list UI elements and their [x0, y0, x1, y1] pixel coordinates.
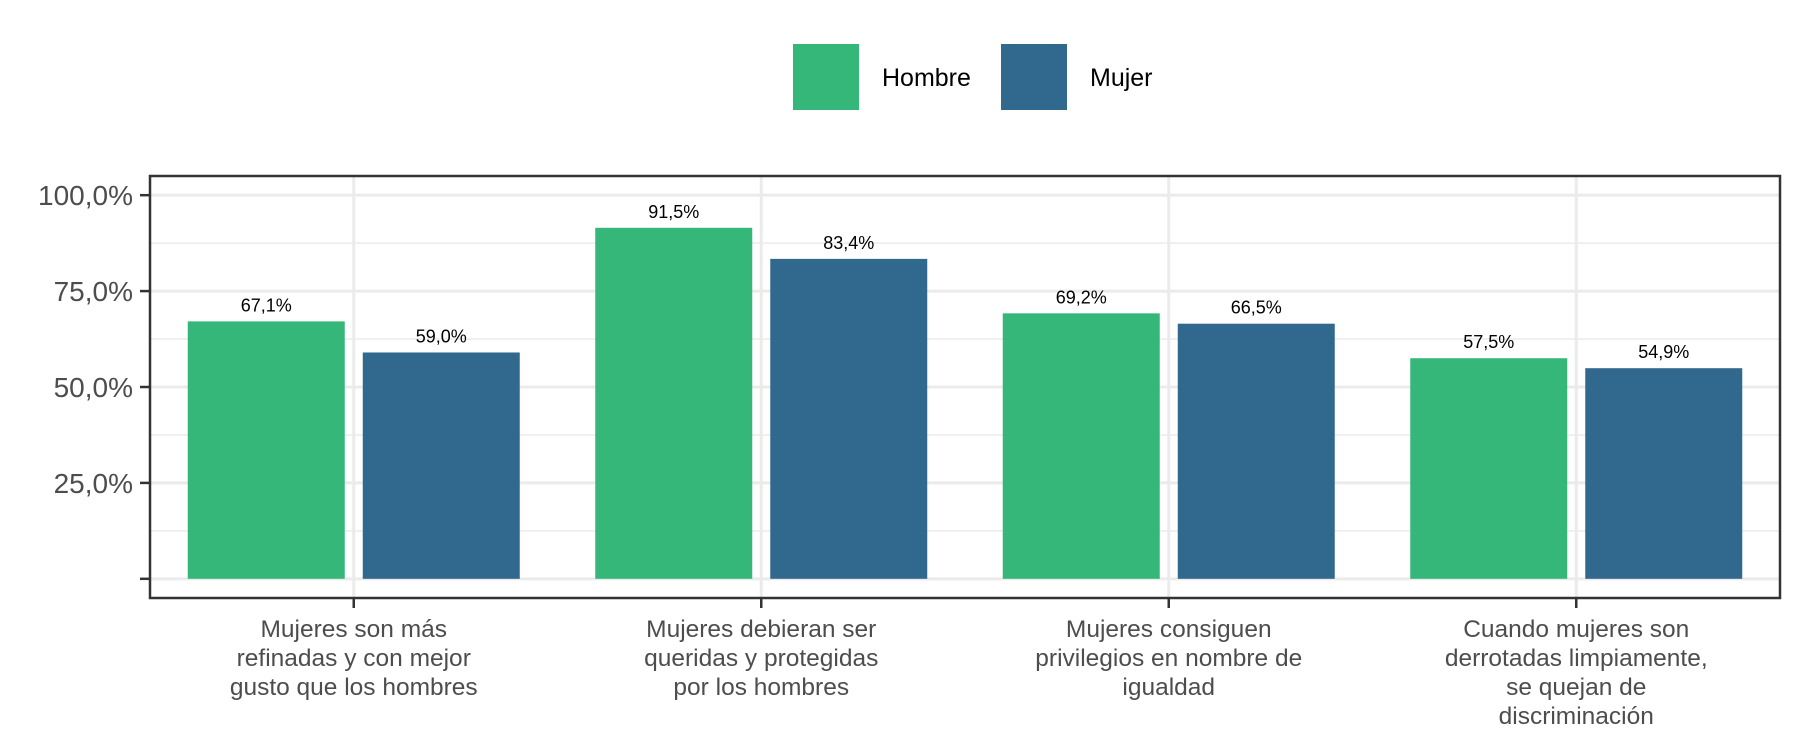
y-axis: 25,0% 50,0% 75,0% 100,0% [38, 180, 150, 581]
legend-key-hombre [793, 44, 859, 110]
y-tick-label: 75,0% [54, 276, 133, 307]
data-label: 69,2% [1056, 287, 1107, 307]
x-axis: Mujeres son más refinadas y con mejor gust… [230, 598, 1708, 730]
data-label: 54,9% [1638, 342, 1689, 362]
bar-hombre-2 [595, 227, 753, 579]
data-label: 91,5% [648, 202, 699, 222]
data-labels: 67,1% 91,5% 69,2% 57,5% 59,0% 83,4% 66,5% 54,9% [241, 202, 1690, 362]
data-label: 57,5% [1463, 332, 1514, 352]
data-label: 67,1% [241, 295, 292, 315]
data-label: 66,5% [1231, 298, 1282, 318]
legend-label-mujer: Mujer [1090, 64, 1153, 92]
y-tick-label: 100,0% [38, 180, 133, 211]
x-tick-label: Mujeres son más refinadas y con mejor gust… [230, 616, 478, 701]
bars [187, 227, 1743, 579]
x-tick-label: Cuando mujeres son derrotadas limpiamente… [1445, 616, 1708, 730]
bar-hombre-4 [1410, 358, 1568, 579]
bar-hombre-3 [1002, 313, 1160, 579]
bar-mujer-2 [770, 258, 928, 579]
bar-mujer-3 [1177, 323, 1335, 579]
legend: Hombre Mujer [793, 44, 1153, 110]
data-label: 83,4% [823, 233, 874, 253]
data-label: 59,0% [416, 326, 467, 346]
bar-mujer-1 [362, 352, 520, 579]
legend-key-mujer [1001, 44, 1067, 110]
bar-mujer-4 [1585, 368, 1743, 579]
y-tick-label: 25,0% [54, 468, 133, 499]
x-tick-label: Mujeres consiguen privilegios en nombre d… [1035, 616, 1302, 701]
bar-hombre-1 [187, 321, 345, 579]
y-tick-label: 50,0% [54, 372, 133, 403]
x-tick-label: Mujeres debieran ser queridas y protegida… [644, 616, 878, 701]
legend-label-hombre: Hombre [882, 64, 971, 92]
